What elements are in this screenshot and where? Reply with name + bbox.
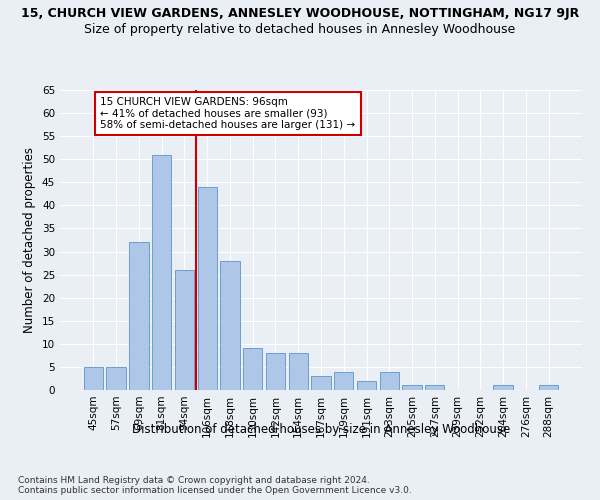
Bar — [84, 367, 103, 390]
Bar — [266, 353, 285, 390]
Bar — [106, 367, 126, 390]
Bar — [289, 353, 308, 390]
Text: 15, CHURCH VIEW GARDENS, ANNESLEY WOODHOUSE, NOTTINGHAM, NG17 9JR: 15, CHURCH VIEW GARDENS, ANNESLEY WOODHO… — [21, 8, 579, 20]
Text: 15 CHURCH VIEW GARDENS: 96sqm
← 41% of detached houses are smaller (93)
58% of s: 15 CHURCH VIEW GARDENS: 96sqm ← 41% of d… — [100, 97, 355, 130]
Bar — [334, 372, 353, 390]
Bar — [220, 261, 239, 390]
Bar — [311, 376, 331, 390]
Text: Size of property relative to detached houses in Annesley Woodhouse: Size of property relative to detached ho… — [85, 22, 515, 36]
Bar — [493, 386, 513, 390]
Bar — [197, 187, 217, 390]
Bar — [425, 386, 445, 390]
Bar — [357, 381, 376, 390]
Bar — [539, 386, 558, 390]
Bar — [403, 386, 422, 390]
Bar — [129, 242, 149, 390]
Y-axis label: Number of detached properties: Number of detached properties — [23, 147, 37, 333]
Text: Contains HM Land Registry data © Crown copyright and database right 2024.
Contai: Contains HM Land Registry data © Crown c… — [18, 476, 412, 495]
Bar — [380, 372, 399, 390]
Bar — [175, 270, 194, 390]
Bar — [243, 348, 262, 390]
Bar — [152, 154, 172, 390]
Text: Distribution of detached houses by size in Annesley Woodhouse: Distribution of detached houses by size … — [132, 422, 510, 436]
